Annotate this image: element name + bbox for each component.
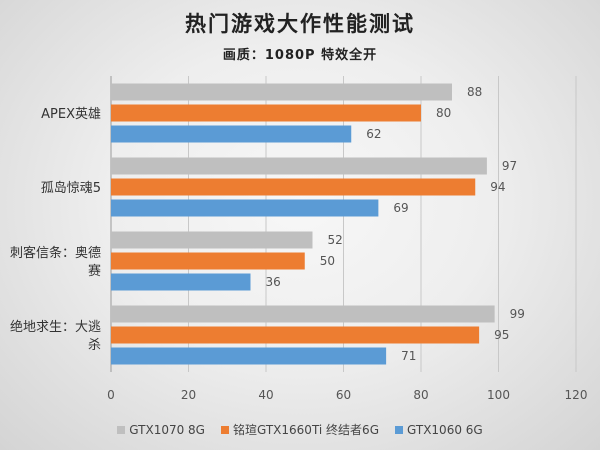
bar-gtx1060-6g-cat3	[111, 347, 387, 365]
data-label-gtx1070-8g-cat0: 88	[467, 85, 482, 99]
bar-gtx1060-6g-cat1	[111, 199, 379, 217]
bar-gtx1660ti-6g-cat1	[111, 178, 476, 196]
bar-gtx1070-8g-cat1	[111, 157, 487, 175]
data-label-gtx1070-8g-cat3: 99	[510, 307, 525, 321]
legend-swatch-gtx1070	[117, 425, 126, 434]
bar-gtx1070-8g-cat2	[111, 231, 313, 249]
category-label-cat1: 孤岛惊魂5	[41, 180, 101, 196]
legend-item-gtx1060: GTX1060 6G	[395, 421, 483, 438]
legend-item-gtx1070: GTX1070 8G	[117, 421, 205, 438]
x-tick-label-0: 0	[107, 388, 115, 402]
category-label-cat3: 绝地求生：大逃杀	[10, 319, 101, 353]
bar-gtx1060-6g-cat2	[111, 273, 251, 291]
data-label-gtx1060-6g-cat1: 69	[393, 201, 408, 215]
data-label-gtx1060-6g-cat0: 62	[366, 127, 381, 141]
bar-gtx1060-6g-cat0	[111, 125, 352, 143]
bar-gtx1070-8g-cat0	[111, 83, 452, 101]
legend-swatch-gtx1660ti	[220, 425, 229, 434]
legend-item-gtx1660ti: 铭瑄GTX1660Ti 终结者6G	[220, 421, 379, 438]
legend-label-gtx1060: GTX1060 6G	[407, 422, 483, 437]
x-tick-label-60: 60	[336, 388, 351, 402]
legend-label-gtx1070: GTX1070 8G	[129, 422, 205, 437]
x-tick-label-100: 100	[487, 388, 510, 402]
data-label-gtx1060-6g-cat3: 71	[401, 349, 416, 363]
bar-gtx1660ti-6g-cat3	[111, 326, 480, 344]
chart-title: 热门游戏大作性能测试	[185, 12, 415, 36]
data-label-gtx1660ti-6g-cat1: 94	[490, 180, 505, 194]
x-tick-label-80: 80	[413, 388, 428, 402]
data-label-gtx1660ti-6g-cat2: 50	[320, 254, 335, 268]
data-label-gtx1070-8g-cat1: 97	[502, 159, 517, 173]
chart-legend: GTX1070 8G 铭瑄GTX1660Ti 终结者6G GTX1060 6G	[0, 421, 600, 438]
data-label-gtx1060-6g-cat2: 36	[266, 275, 281, 289]
x-tick-label-120: 120	[565, 388, 588, 402]
bar-gtx1660ti-6g-cat2	[111, 252, 305, 270]
category-label-cat0: APEX英雄	[41, 107, 101, 122]
data-label-gtx1660ti-6g-cat3: 95	[494, 328, 509, 342]
x-tick-label-20: 20	[181, 388, 196, 402]
bar-gtx1070-8g-cat3	[111, 305, 495, 323]
bar-gtx1660ti-6g-cat0	[111, 104, 421, 122]
legend-swatch-gtx1060	[395, 425, 403, 434]
data-label-gtx1070-8g-cat2: 52	[328, 233, 343, 247]
data-label-gtx1660ti-6g-cat0: 80	[436, 106, 451, 120]
legend-label-gtx1660ti: 铭瑄GTX1660Ti 终结者6G	[232, 423, 379, 437]
x-tick-label-40: 40	[258, 388, 273, 402]
chart-subtitle: 画质：1080P 特效全开	[222, 48, 378, 63]
category-label-cat2: 刺客信条：奥德赛	[10, 245, 101, 279]
